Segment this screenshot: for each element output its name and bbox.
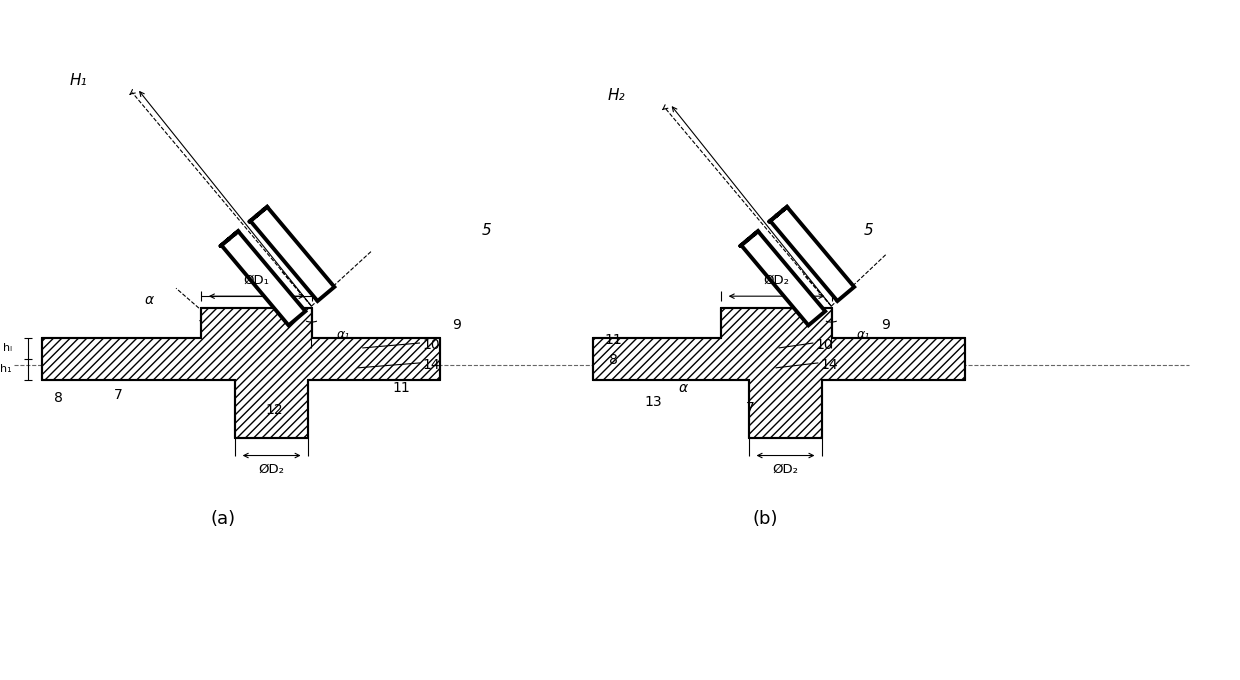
Text: ØD₁: ØD₁ <box>244 274 269 287</box>
Text: 11: 11 <box>604 333 622 347</box>
Polygon shape <box>250 207 335 301</box>
Text: 9: 9 <box>453 318 461 332</box>
Text: 8: 8 <box>55 391 63 405</box>
Text: 7: 7 <box>746 401 755 415</box>
Text: H₂: H₂ <box>608 88 625 103</box>
Text: 5: 5 <box>863 223 873 238</box>
Polygon shape <box>593 308 965 438</box>
Text: H₁: H₁ <box>69 73 88 88</box>
Text: 10: 10 <box>816 338 833 352</box>
Polygon shape <box>42 308 440 438</box>
Text: α₁: α₁ <box>336 328 350 341</box>
Text: 13: 13 <box>645 395 662 409</box>
Text: 12: 12 <box>265 403 284 417</box>
Text: h₁: h₁ <box>0 364 11 375</box>
Text: 7: 7 <box>114 388 123 402</box>
Text: ØD₂: ØD₂ <box>773 463 799 476</box>
Text: 9: 9 <box>880 318 889 332</box>
Polygon shape <box>770 207 854 301</box>
Text: 14: 14 <box>422 358 440 372</box>
Text: α: α <box>678 381 687 395</box>
Text: ØD₂: ØD₂ <box>259 463 285 476</box>
Text: (b): (b) <box>753 510 779 528</box>
Text: α: α <box>145 293 154 307</box>
Text: 8: 8 <box>609 353 618 367</box>
Text: hₗ: hₗ <box>2 343 11 354</box>
Polygon shape <box>222 231 305 325</box>
Text: 14: 14 <box>821 358 838 372</box>
Text: (a): (a) <box>211 510 236 528</box>
Text: 5: 5 <box>482 223 491 238</box>
Polygon shape <box>742 231 825 325</box>
Text: 11: 11 <box>392 381 410 395</box>
Text: 10: 10 <box>422 338 440 352</box>
Text: ØD₂: ØD₂ <box>764 274 790 287</box>
Text: α₁: α₁ <box>856 328 869 341</box>
